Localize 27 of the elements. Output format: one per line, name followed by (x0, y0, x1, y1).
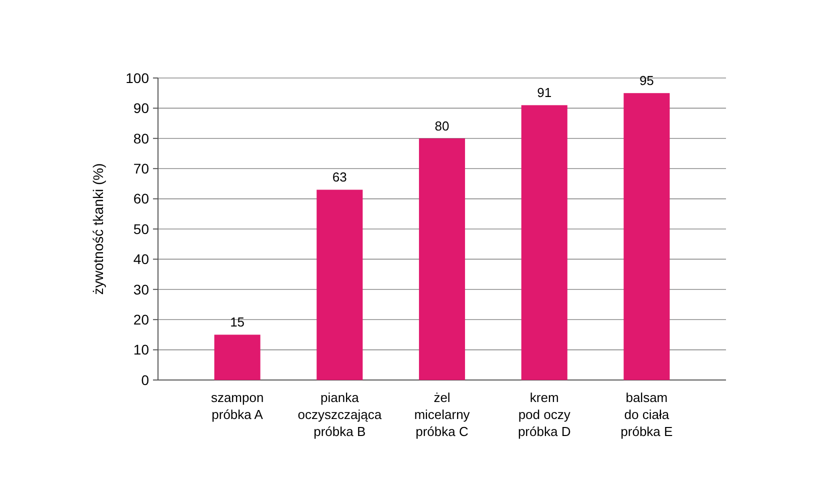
y-axis-title: żywotność tkanki (%) (90, 163, 106, 295)
data-label: 15 (230, 314, 245, 330)
x-tick-label: żel micelarny próbka C (414, 390, 470, 439)
data-label: 95 (639, 73, 654, 88)
y-tick-label: 60 (133, 190, 150, 207)
bar (624, 93, 670, 380)
bar (214, 334, 260, 380)
x-tick-label: pianka oczyszczająca próbka B (298, 390, 382, 439)
y-tick-label: 20 (133, 312, 150, 328)
y-tick-label: 30 (133, 281, 150, 298)
bar (521, 105, 568, 380)
x-tick-label: balsam do ciała próbka E (620, 390, 674, 439)
data-label: 80 (434, 118, 450, 134)
y-tick-label: 100 (126, 70, 150, 86)
y-tick-label: 80 (133, 130, 150, 146)
bar (316, 190, 363, 380)
y-tick-label: 10 (133, 342, 150, 358)
y-tick-label: 50 (133, 220, 150, 237)
data-label: 91 (537, 85, 552, 100)
data-label: 63 (332, 170, 347, 185)
y-tick-label: 40 (133, 251, 150, 268)
y-tick-label: 0 (141, 372, 150, 388)
bar (418, 138, 466, 380)
y-tick-label: 90 (133, 100, 150, 116)
x-tick-label: krem pod oczy próbka D (518, 390, 571, 439)
x-tick-label: szampon próbka A (210, 390, 264, 422)
y-tick-label: 70 (133, 160, 150, 176)
